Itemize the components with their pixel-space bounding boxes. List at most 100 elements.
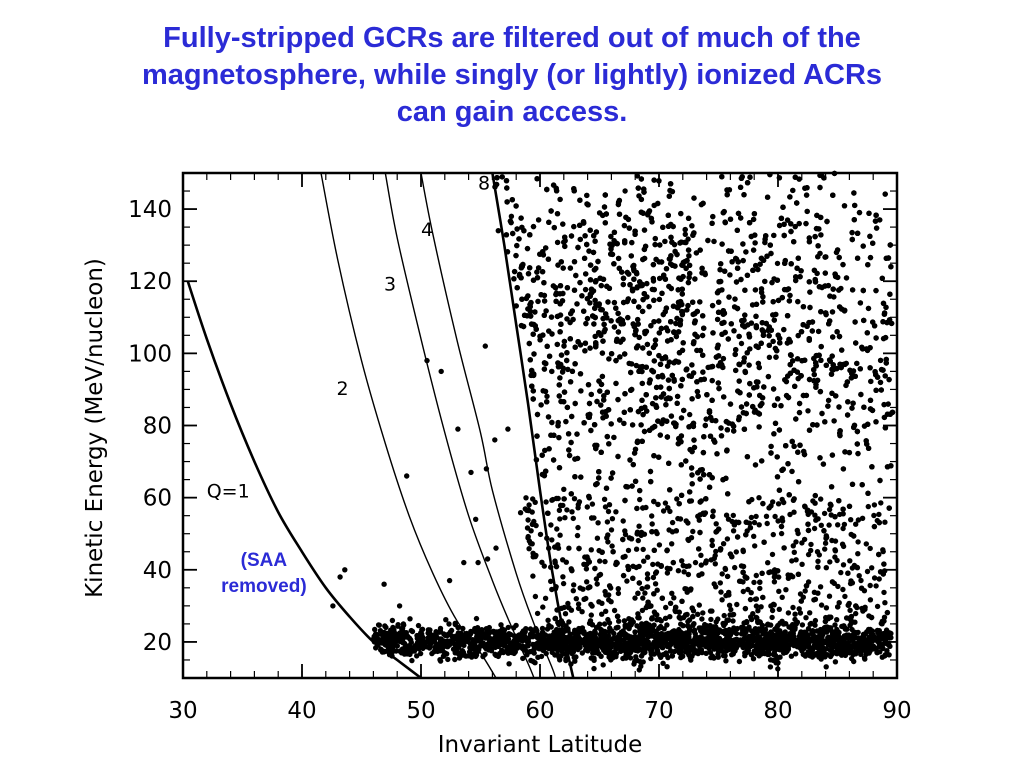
data-point: [557, 657, 563, 663]
data-point: [598, 653, 604, 659]
data-point: [551, 224, 557, 231]
data-point: [781, 326, 787, 333]
data-point: [738, 404, 745, 410]
data-point: [843, 615, 850, 621]
data-point: [865, 305, 872, 312]
data-point: [659, 595, 665, 601]
data-point: [538, 653, 545, 660]
data-point: [795, 298, 801, 305]
data-point: [752, 240, 758, 246]
data-point: [676, 632, 682, 638]
data-point: [689, 223, 695, 229]
data-point: [843, 275, 850, 281]
data-point: [711, 437, 717, 443]
data-point: [810, 422, 816, 428]
data-point: [656, 318, 662, 324]
data-point: [639, 621, 645, 627]
data-point: [559, 369, 566, 375]
data-point: [662, 354, 669, 360]
data-point: [660, 274, 667, 280]
data-point: [759, 458, 765, 464]
data-point: [770, 636, 776, 642]
data-point: [734, 534, 741, 540]
data-point: [463, 632, 469, 638]
data-point: [882, 334, 889, 341]
data-point: [678, 462, 684, 468]
data-point: [792, 383, 798, 389]
data-point: [878, 387, 884, 393]
data-point: [534, 176, 540, 182]
data-point: [701, 472, 707, 478]
data-point: [685, 623, 691, 629]
data-point: [740, 241, 746, 247]
data-point: [631, 276, 637, 282]
data-point: [459, 649, 465, 655]
data-point: [554, 239, 561, 246]
data-point: [615, 453, 621, 460]
data-point: [718, 433, 725, 439]
data-point: [641, 227, 648, 233]
data-point: [783, 378, 790, 385]
data-point: [564, 285, 571, 291]
data-point: [550, 633, 557, 639]
data-point: [570, 645, 576, 652]
data-point: [664, 622, 670, 628]
data-point: [623, 655, 629, 661]
data-point: [574, 455, 581, 462]
data-point: [542, 632, 549, 638]
data-point: [632, 629, 638, 635]
data-point: [867, 254, 874, 261]
data-point: [635, 408, 642, 415]
data-point: [625, 633, 632, 639]
data-point: [567, 265, 574, 271]
data-point: [821, 650, 827, 656]
data-point: [536, 646, 542, 652]
data-point: [499, 174, 505, 180]
data-point: [440, 639, 447, 645]
data-point: [409, 657, 415, 664]
data-point: [375, 636, 381, 642]
data-point: [870, 319, 876, 325]
data-point: [557, 196, 563, 203]
data-point: [793, 640, 799, 647]
data-point: [414, 635, 420, 641]
data-point: [764, 622, 771, 628]
data-point: [456, 643, 462, 649]
data-point: [764, 634, 770, 641]
data-point: [417, 645, 424, 651]
data-point: [731, 626, 738, 632]
data-point: [678, 415, 685, 421]
data-point: [742, 605, 749, 612]
data-point: [682, 226, 688, 233]
data-point: [796, 409, 803, 416]
data-point: [587, 345, 593, 351]
data-point: [577, 279, 583, 286]
data-point: [782, 639, 788, 645]
data-point: [881, 401, 887, 408]
data-point: [685, 302, 691, 309]
data-point: [697, 529, 703, 536]
data-point: [691, 647, 697, 653]
data-point: [852, 373, 858, 379]
data-point: [461, 642, 467, 648]
data-point: [795, 479, 802, 485]
data-point: [594, 398, 600, 405]
data-point: [617, 417, 623, 423]
data-point: [588, 612, 594, 618]
data-point: [525, 638, 532, 645]
data-point: [417, 650, 424, 657]
data-point: [760, 299, 766, 305]
data-point: [412, 646, 418, 652]
data-point: [597, 388, 603, 394]
data-point: [555, 419, 561, 426]
data-point: [657, 432, 663, 438]
data-point: [621, 645, 627, 651]
data-point: [735, 388, 741, 394]
data-point: [506, 645, 512, 652]
data-point: [608, 475, 614, 481]
data-point: [771, 317, 777, 323]
data-point: [594, 480, 600, 487]
data-point: [819, 284, 825, 291]
data-point: [829, 452, 836, 458]
data-point: [832, 659, 839, 665]
